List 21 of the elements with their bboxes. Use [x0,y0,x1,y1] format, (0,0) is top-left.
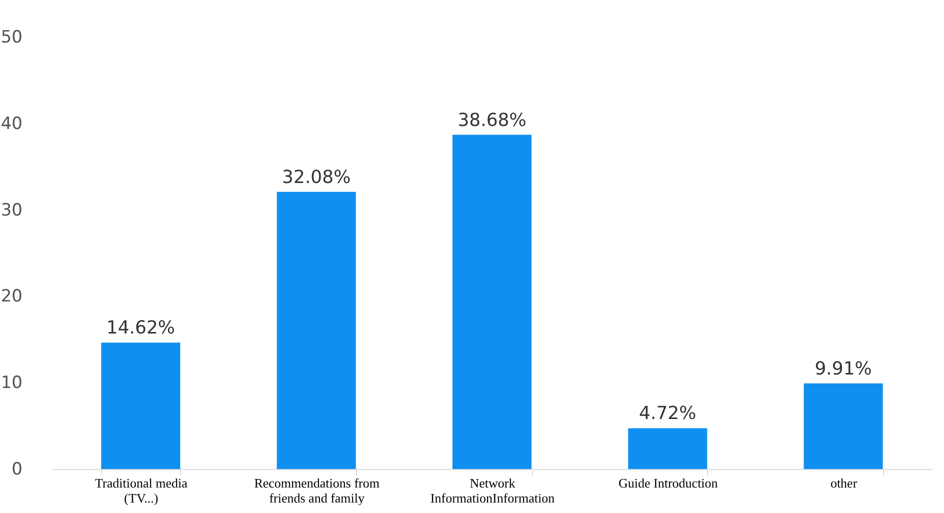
y-tick-label: 30 [0,200,22,220]
y-tick-label: 10 [0,373,22,394]
bar [276,192,356,469]
data-label: 32.08% [282,166,351,188]
bar [628,428,708,469]
y-tick-label: 50 [0,28,22,48]
bar [804,383,883,469]
x-tick-label: Network InformationInformation [430,476,556,506]
bar [101,342,180,469]
data-label: 9.91% [814,358,872,380]
data-label: 38.68% [458,110,526,131]
y-tick-label: 40 [0,114,22,134]
bar [452,134,532,469]
x-tick-label: other [830,476,858,490]
data-label: 14.62% [106,318,176,339]
x-tick-label: Recommendations from friends and family [254,476,380,506]
x-tick-label: Guide Introduction [618,476,718,490]
y-tick-label: 0 [12,460,22,480]
y-tick-label: 20 [0,286,22,307]
x-tick-label: Traditional media (TV...) [95,476,188,506]
data-label: 4.72% [639,403,696,424]
